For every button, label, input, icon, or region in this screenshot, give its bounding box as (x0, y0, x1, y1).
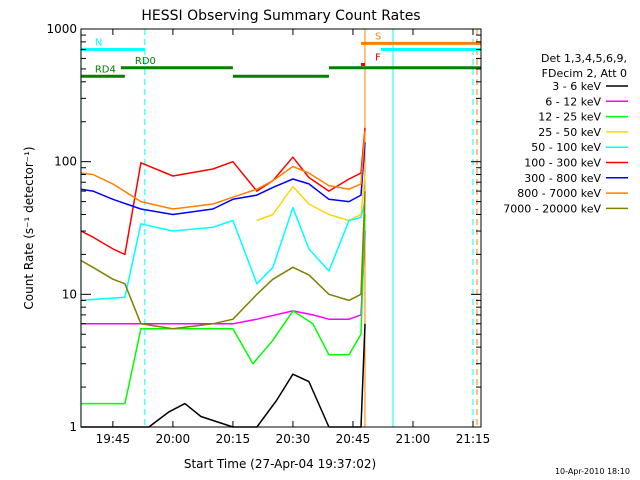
flag-label-3: RD0 (135, 56, 156, 67)
y-axis-ticks: 1 10 100 1000 (46, 22, 481, 434)
series-line-6 (80, 142, 366, 216)
plot-frame (80, 28, 482, 428)
plot-timestamp: 10-Apr-2010 18:10 (555, 467, 630, 476)
y-tick-label-1: 10 (62, 287, 77, 301)
x-tick-label-2: 20:15 (216, 432, 251, 446)
flag-label-7: F (375, 53, 381, 64)
series-line-8 (80, 191, 366, 330)
legend-header-0: Det 1,3,4,5,6,9, (541, 52, 627, 65)
x-tick-label-4: 20:45 (336, 432, 371, 446)
observing-flags: N S RD0 RD4 F (80, 31, 481, 78)
legend-header-1: FDecim 2, Att 0 (542, 67, 627, 80)
chart-title: HESSI Observing Summary Count Rates (141, 8, 420, 24)
series-lines (80, 127, 366, 428)
y-tick-label-2: 100 (54, 155, 77, 169)
x-tick-label-6: 21:15 (456, 432, 491, 446)
legend-label-1: 6 - 12 keV (545, 95, 601, 108)
flag-label-4: RD4 (95, 64, 116, 75)
legend-label-5: 100 - 300 keV (524, 157, 601, 170)
x-tick-label-0: 19:45 (96, 432, 131, 446)
series-line-3 (256, 174, 366, 222)
legend: Det 1,3,4,5,6,9, FDecim 2, Att 03 - 6 keV… (503, 52, 628, 215)
flag-label-0: N (95, 38, 102, 49)
legend-label-3: 25 - 50 keV (538, 126, 601, 139)
y-tick-label-0: 1 (69, 420, 77, 434)
legend-label-2: 12 - 25 keV (538, 111, 601, 124)
x-tick-label-1: 20:00 (156, 432, 191, 446)
legend-label-7: 800 - 7000 keV (517, 187, 601, 200)
legend-label-8: 7000 - 20000 keV (503, 202, 601, 215)
series-line-5 (80, 127, 366, 256)
series-line-4 (80, 201, 366, 302)
y-tick-label-3: 1000 (46, 22, 77, 36)
legend-label-0: 3 - 6 keV (552, 80, 601, 93)
x-tick-label-5: 21:00 (396, 432, 431, 446)
y-axis-label: Count Rate (s⁻¹ detector⁻¹) (22, 146, 36, 309)
legend-label-6: 300 - 800 keV (524, 172, 601, 185)
flag-label-1: S (375, 31, 381, 42)
x-axis-ticks: 19:45 20:00 20:15 20:30 20:45 21:00 21:15 (96, 29, 491, 446)
series-line-2 (80, 214, 366, 405)
series-line-7 (80, 131, 366, 210)
x-axis-label: Start Time (27-Apr-04 19:37:02) (184, 457, 376, 471)
legend-label-4: 50 - 100 keV (531, 141, 601, 154)
x-tick-label-3: 20:30 (276, 432, 311, 446)
